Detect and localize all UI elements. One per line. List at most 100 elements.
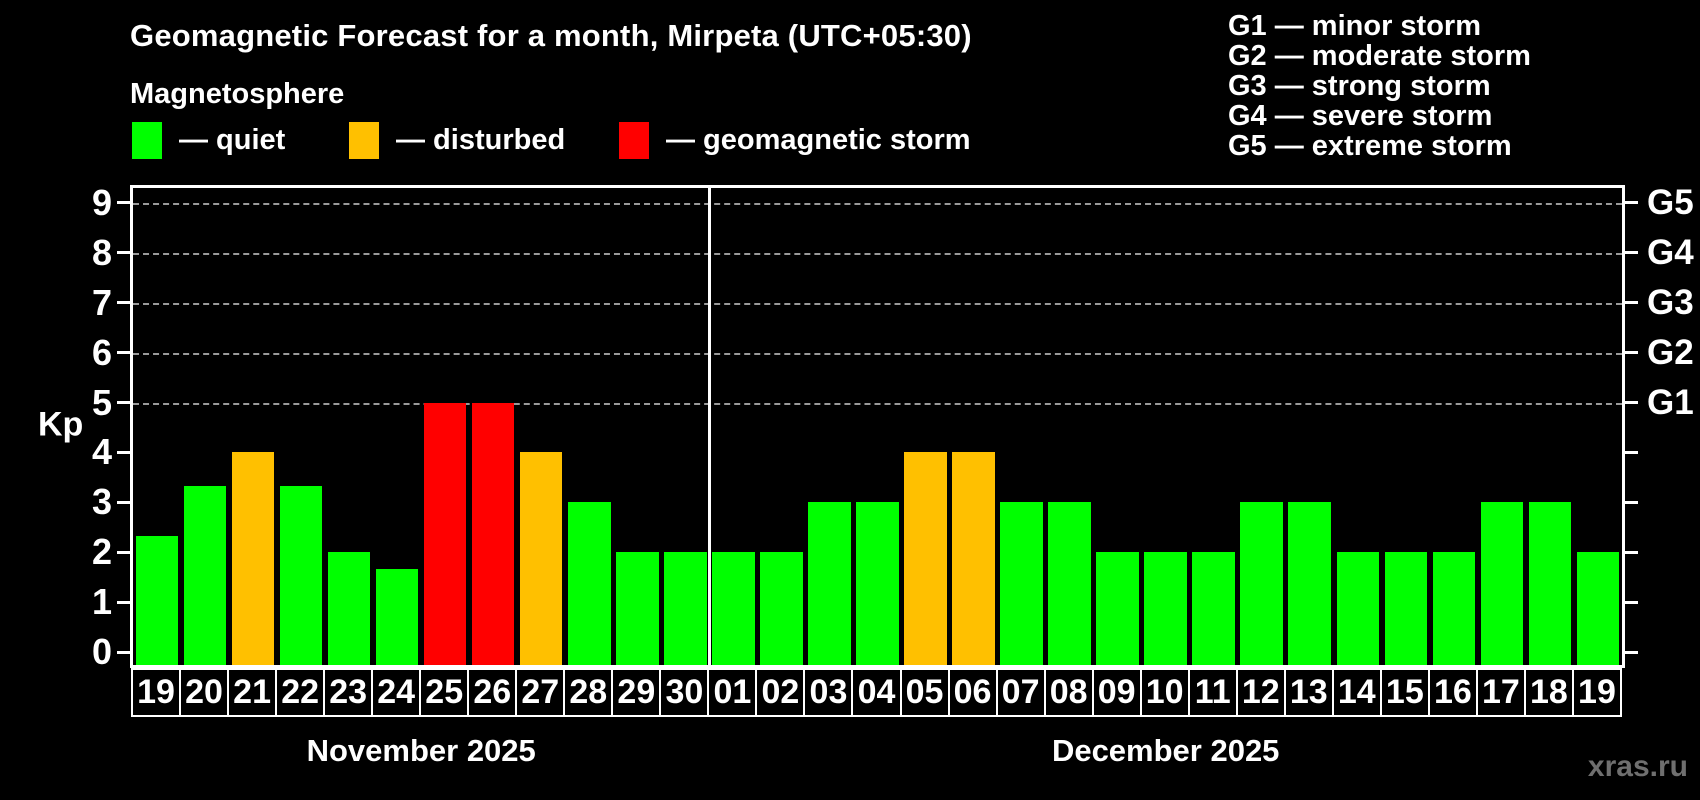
left-tick-kp5 [117,401,130,404]
g-scale-legend: G1 — minor storm G2 — moderate storm G3 — … [1228,11,1531,161]
date-cell-12: 12 [1235,668,1286,717]
legend-item-disturbed: — disturbed [349,121,565,159]
right-tick-kp9 [1625,201,1638,205]
g-axis-label-g2: G2 [1647,332,1694,372]
date-cell-30: 30 [659,668,710,717]
legend-label-quiet: — quiet [179,123,286,156]
kp-bar-15 [1384,552,1428,665]
kp-bar-24 [375,568,419,665]
kp-bar-30 [664,552,707,665]
date-cell-10: 10 [1139,668,1190,717]
chart-title: Geomagnetic Forecast for a month, Mirpet… [130,18,972,53]
right-tick-kp2 [1625,550,1638,554]
kp-bar-03 [808,502,851,665]
kp-axis-title: Kp [38,405,84,444]
gridline-kp5 [133,402,1622,405]
date-cell-16: 16 [1427,668,1478,717]
kp-bar-19 [1576,552,1620,665]
kp-bar-17 [1480,502,1524,665]
date-cell-27: 27 [515,668,566,717]
date-cell-20: 20 [179,668,230,717]
kp-bar-01 [712,552,755,665]
date-cell-14: 14 [1331,668,1382,717]
legend-item-quiet: — quiet [132,121,285,159]
kp-bar-08 [1048,502,1091,665]
date-cell-21: 21 [227,668,278,717]
kp-bar-05 [904,452,947,665]
date-cell-06: 06 [947,668,998,717]
disturbed-color-swatch [349,121,379,159]
legend-label-disturbed: — disturbed [396,123,566,156]
kp-bar-18 [1528,502,1572,665]
kp-bar-21 [231,452,275,665]
legend-item-storm: — geomagnetic storm [619,121,971,159]
date-cell-04: 04 [851,668,902,717]
watermark: xras.ru [1587,750,1688,783]
g-axis-label-g4: G4 [1647,232,1694,272]
kp-bar-04 [856,502,899,665]
plot-area [117,185,1638,668]
date-cell-15: 15 [1379,668,1430,717]
date-cell-19: 19 [131,668,182,717]
kp-tick-label-8: 8 [91,231,112,273]
date-cell-25: 25 [419,668,470,717]
kp-tick-label-5: 5 [91,381,112,423]
date-cell-13: 13 [1283,668,1334,717]
date-cell-23: 23 [323,668,374,717]
date-cell-26: 26 [467,668,518,717]
kp-bar-10 [1144,552,1187,665]
legend-label-storm: — geomagnetic storm [666,123,971,156]
g-legend-line-5: G5 — extreme storm [1228,130,1512,162]
date-cell-17: 17 [1475,668,1526,717]
date-cell-05: 05 [899,668,950,717]
month-label-december: December 2025 [1051,733,1280,768]
date-cell-07: 07 [995,668,1046,717]
kp-bar-13 [1288,502,1331,665]
right-tick-kp7 [1625,301,1638,305]
kp-bar-09 [1096,552,1139,665]
right-tick-kp8 [1625,251,1638,255]
kp-bar-02 [760,552,803,665]
kp-bar-16 [1432,552,1476,665]
kp-bar-06 [952,452,995,665]
date-cell-02: 02 [755,668,806,717]
left-tick-kp7 [117,301,130,305]
kp-bar-27 [519,452,563,665]
right-tick-kp4 [1625,450,1638,454]
month-divider-line [707,188,711,665]
g-legend-line-2: G2 — moderate storm [1228,40,1531,72]
gridline-kp6 [133,352,1622,355]
kp-tick-label-9: 9 [91,181,112,223]
right-tick-kp3 [1625,500,1638,504]
date-cell-01: 01 [707,668,758,717]
kp-bar-11 [1192,552,1235,665]
kp-bar-23 [327,552,371,665]
left-tick-kp0 [117,650,130,654]
gridline-kp7 [133,302,1622,305]
kp-tick-label-0: 0 [91,631,112,672]
date-cell-22: 22 [275,668,326,717]
kp-tick-label-1: 1 [91,581,112,623]
date-cell-03: 03 [803,668,854,717]
left-tick-kp2 [117,550,130,554]
kp-bar-20 [183,485,227,665]
date-cell-29: 29 [611,668,662,717]
quiet-color-swatch [132,121,162,159]
kp-bar-25 [423,402,467,665]
kp-bar-26 [471,402,515,665]
g-legend-line-1: G1 — minor storm [1228,10,1481,42]
left-tick-kp3 [117,500,130,504]
kp-bar-19 [135,535,179,665]
gridline-kp8 [133,252,1622,255]
right-tick-kp6 [1625,351,1638,355]
kp-bar-22 [279,485,323,665]
kp-bar-28 [567,502,611,665]
gridline-kp9 [133,202,1622,205]
date-cell-09: 09 [1091,668,1142,717]
month-label-november: November 2025 [306,733,536,768]
kp-bar-14 [1336,552,1380,665]
right-tick-kp0 [1625,650,1638,654]
g-legend-line-4: G4 — severe storm [1228,100,1493,132]
g-axis-label-g5: G5 [1647,182,1694,222]
kp-bar-29 [616,552,659,665]
